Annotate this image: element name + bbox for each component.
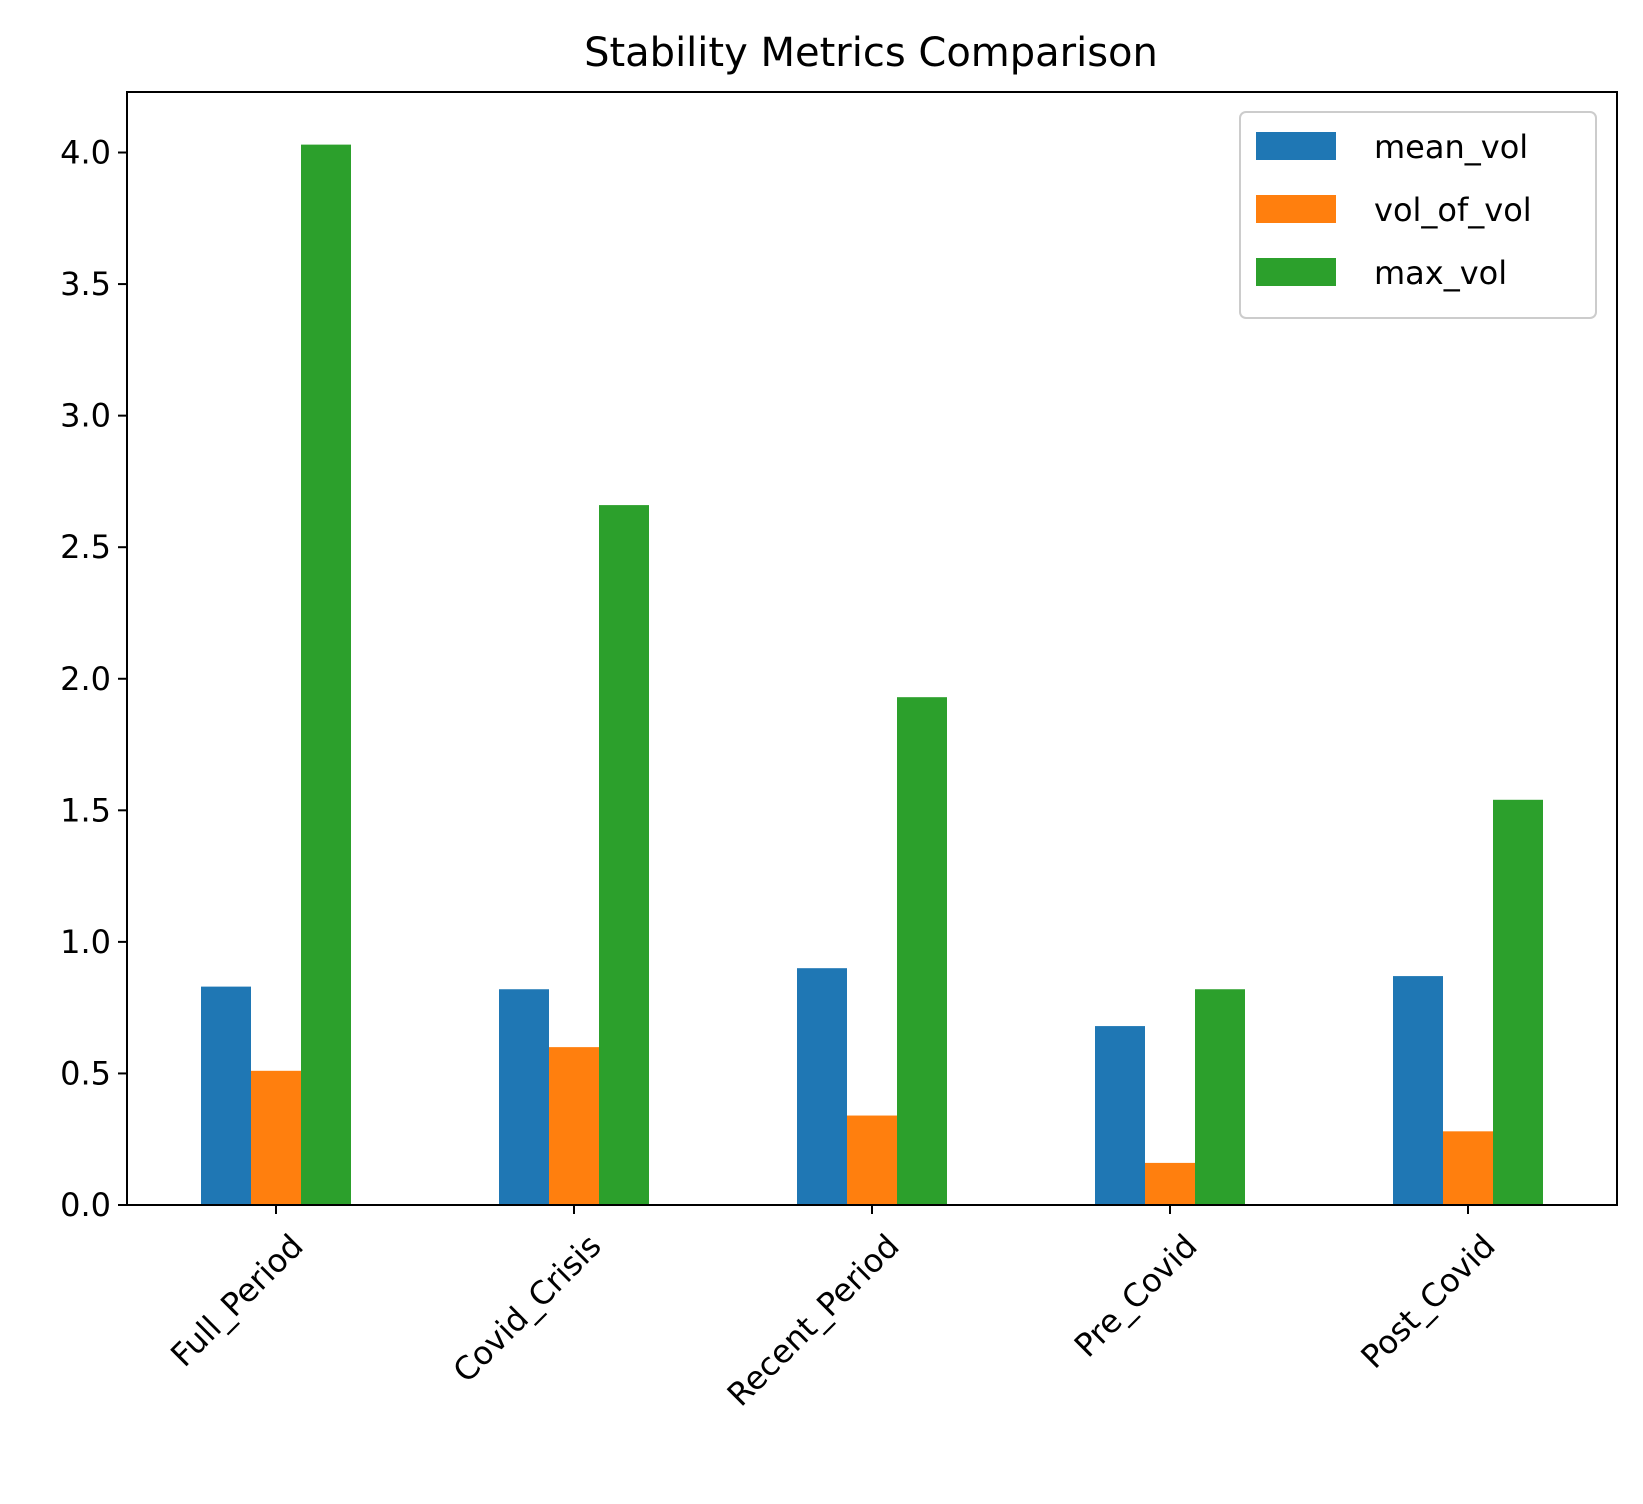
legend-label-vol_of_vol: vol_of_vol [1374, 191, 1532, 229]
x-tick-label: Post_Covid [1353, 1227, 1502, 1376]
y-tick-label: 0.5 [60, 1054, 111, 1092]
legend-label-max_vol: max_vol [1374, 254, 1507, 292]
bar-mean_vol-Pre_Covid [1095, 1026, 1145, 1205]
y-tick-label: 4.0 [60, 134, 111, 172]
bar-vol_of_vol-Recent_Period [847, 1115, 897, 1205]
bar-max_vol-Pre_Covid [1195, 989, 1245, 1205]
bar-vol_of_vol-Pre_Covid [1145, 1162, 1195, 1205]
x-tick-label: Covid_Crisis [446, 1227, 609, 1390]
x-tick-label: Recent_Period [720, 1227, 907, 1414]
bar-vol_of_vol-Full_Period [251, 1070, 301, 1205]
y-tick-label: 2.0 [60, 660, 111, 698]
y-tick-label: 1.5 [60, 791, 111, 829]
y-tick-label: 3.5 [60, 265, 111, 303]
legend-label-mean_vol: mean_vol [1374, 128, 1528, 166]
legend-swatch-max_vol [1256, 258, 1336, 286]
legend-swatch-mean_vol [1256, 132, 1336, 160]
legend-swatch-vol_of_vol [1256, 195, 1336, 223]
bar-max_vol-Recent_Period [897, 697, 947, 1205]
bar-mean_vol-Recent_Period [797, 968, 847, 1205]
x-tick-label: Pre_Covid [1067, 1227, 1205, 1365]
x-tick-label: Full_Period [163, 1227, 310, 1374]
bar-max_vol-Covid_Crisis [599, 505, 649, 1206]
bar-mean_vol-Full_Period [201, 986, 251, 1205]
y-tick-label: 2.5 [60, 528, 111, 566]
bar-vol_of_vol-Covid_Crisis [549, 1047, 599, 1205]
bar-max_vol-Post_Covid [1493, 799, 1543, 1205]
bar-mean_vol-Post_Covid [1393, 976, 1443, 1205]
bar-mean_vol-Covid_Crisis [499, 989, 549, 1205]
y-tick-label: 0.0 [60, 1186, 111, 1224]
bars-layer [201, 144, 1543, 1206]
bar-max_vol-Full_Period [301, 144, 351, 1205]
chart-title: Stability Metrics Comparison [584, 30, 1158, 76]
y-tick-label: 3.0 [60, 397, 111, 435]
legend: mean_vol vol_of_vol max_vol [1239, 111, 1597, 319]
y-tick-label: 1.0 [60, 923, 111, 961]
bar-vol_of_vol-Post_Covid [1443, 1131, 1493, 1205]
